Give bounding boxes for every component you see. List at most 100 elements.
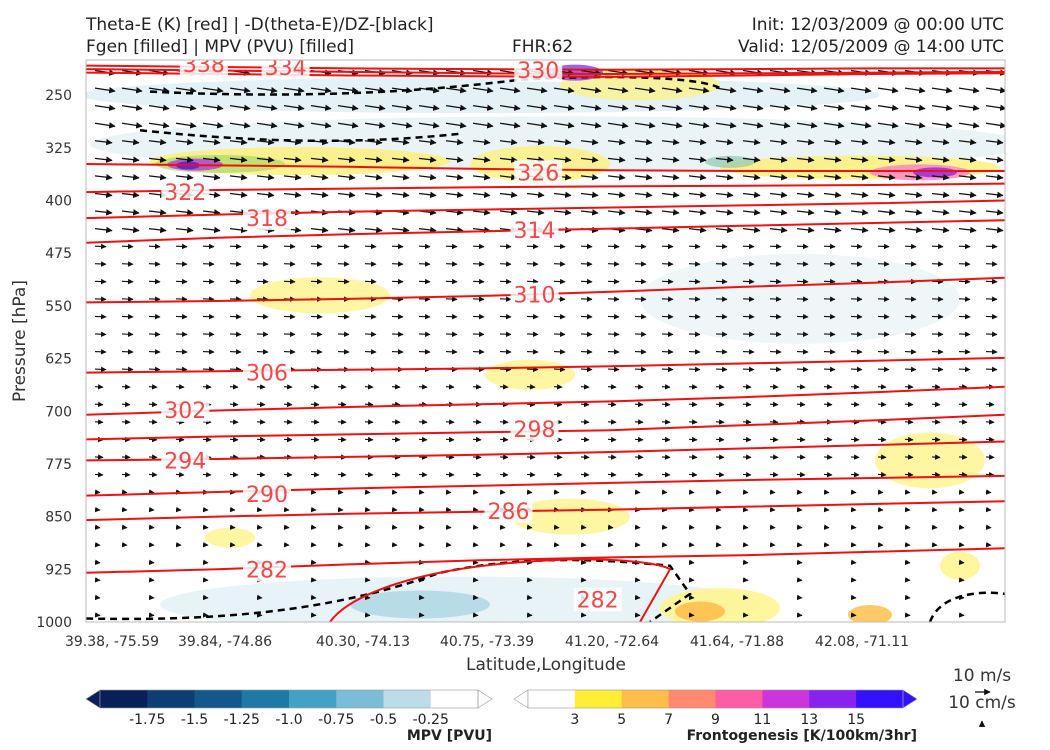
wind-vector (634, 454, 644, 460)
wind-vector (823, 104, 845, 112)
wind-vector (850, 524, 857, 530)
wind-vector (580, 401, 590, 408)
wind-vector (850, 454, 860, 460)
wind-vector (202, 122, 224, 129)
wind-vector (175, 349, 188, 355)
wind-vector (796, 594, 803, 601)
wind-vector (418, 174, 437, 181)
colorbar-swatch (430, 690, 479, 708)
wind-vector (985, 524, 992, 530)
wind-vector (337, 243, 350, 250)
wind-vector (796, 209, 815, 216)
wind-vector (229, 401, 239, 408)
wind-vector (850, 331, 863, 337)
wind-vector (202, 366, 215, 373)
wind-vector (823, 541, 830, 548)
wind-vector (121, 174, 140, 181)
y-tick-label: 625 (45, 352, 72, 368)
wind-vector (904, 349, 917, 355)
wind-vector (850, 243, 863, 250)
wind-vector (283, 156, 302, 163)
theta-e-contour-318 (86, 199, 1005, 220)
wind-vector (202, 87, 224, 94)
wind-vector (337, 313, 350, 320)
wind-vector (526, 594, 533, 601)
wind-vector (850, 366, 863, 373)
wind-vector (310, 436, 320, 443)
wind-vector (796, 296, 809, 302)
wind-vector (229, 419, 239, 425)
wind-vector (661, 138, 680, 146)
wind-vector (877, 401, 887, 408)
wind-vector (418, 104, 440, 112)
wind-vector (904, 331, 917, 337)
wind-vector (526, 524, 533, 530)
wind-vector (823, 261, 836, 267)
wind-vector (661, 401, 671, 408)
wind-vector (148, 419, 158, 425)
y-axis: 250 325 400 475 550 625 700 775 850 925 1000 Pressu… (10, 88, 72, 631)
wind-vector (526, 138, 545, 146)
wind-vector (688, 243, 701, 250)
wind-vector (121, 122, 143, 129)
wind-vector (283, 104, 305, 112)
wind-vector (526, 384, 536, 390)
theta-e-label-bg (510, 218, 559, 243)
wind-vector (364, 278, 377, 285)
wind-vector (391, 471, 401, 478)
wind-vector (499, 419, 509, 425)
wind-vector (391, 349, 404, 355)
wind-vector (769, 366, 782, 373)
wind-vector (931, 489, 938, 495)
y-tick-label: 925 (45, 562, 72, 578)
wind-vector (553, 209, 572, 216)
wind-vector (418, 243, 431, 250)
colorbar-swatch (528, 690, 576, 708)
wind-vector (904, 524, 911, 530)
wind-vector (742, 489, 749, 495)
wind-vector (472, 489, 479, 495)
theta-e-labels: 338 334 330 322 326 318 314 310 306 302 298 294 290 2… (161, 60, 622, 614)
wind-vector (958, 419, 968, 425)
wind-vector (931, 209, 950, 216)
wind-vector (796, 331, 809, 337)
wind-vector (526, 541, 533, 548)
wind-vector (850, 87, 872, 94)
theta-e-label: 294 (164, 449, 206, 474)
wind-vector (985, 87, 1005, 94)
wind-vector (742, 174, 761, 181)
wind-vector (364, 594, 371, 601)
plot-title-line1: Theta-E (K) [red] | -D(theta-E)/DZ-[blac… (86, 15, 434, 35)
colorbar-tick-label: -0.5 (370, 712, 397, 728)
wind-vector (499, 87, 521, 94)
wind-vector (688, 471, 698, 478)
wind-vector (121, 454, 131, 460)
wind-vector (607, 366, 620, 373)
wind-vector (688, 87, 710, 94)
wind-vector (445, 261, 458, 267)
wind-vector (121, 191, 140, 199)
wind-vector (904, 454, 914, 460)
colorbar-tick-label: 5 (617, 712, 626, 728)
colorbar-tick-label: -1.5 (181, 712, 208, 728)
wind-vector (310, 331, 323, 337)
wind-vector (553, 138, 572, 146)
wind-vector (958, 436, 968, 443)
wind-vector (715, 209, 734, 216)
wind-vector (229, 87, 251, 94)
wind-vector (337, 506, 344, 513)
wind-vector (985, 191, 1004, 199)
wind-vector (202, 594, 209, 601)
wind-vector (904, 191, 923, 199)
wind-vector (850, 436, 860, 443)
wind-vector (310, 506, 317, 513)
theta-e-label-bg (514, 160, 563, 185)
wind-vector (121, 506, 128, 513)
wind-vector (94, 612, 101, 618)
wind-vector (877, 209, 896, 216)
wind-vector (769, 261, 782, 267)
wind-vector (94, 401, 104, 408)
wind-vector (904, 296, 917, 302)
wind-vector (364, 401, 374, 408)
wind-vector (202, 349, 215, 355)
